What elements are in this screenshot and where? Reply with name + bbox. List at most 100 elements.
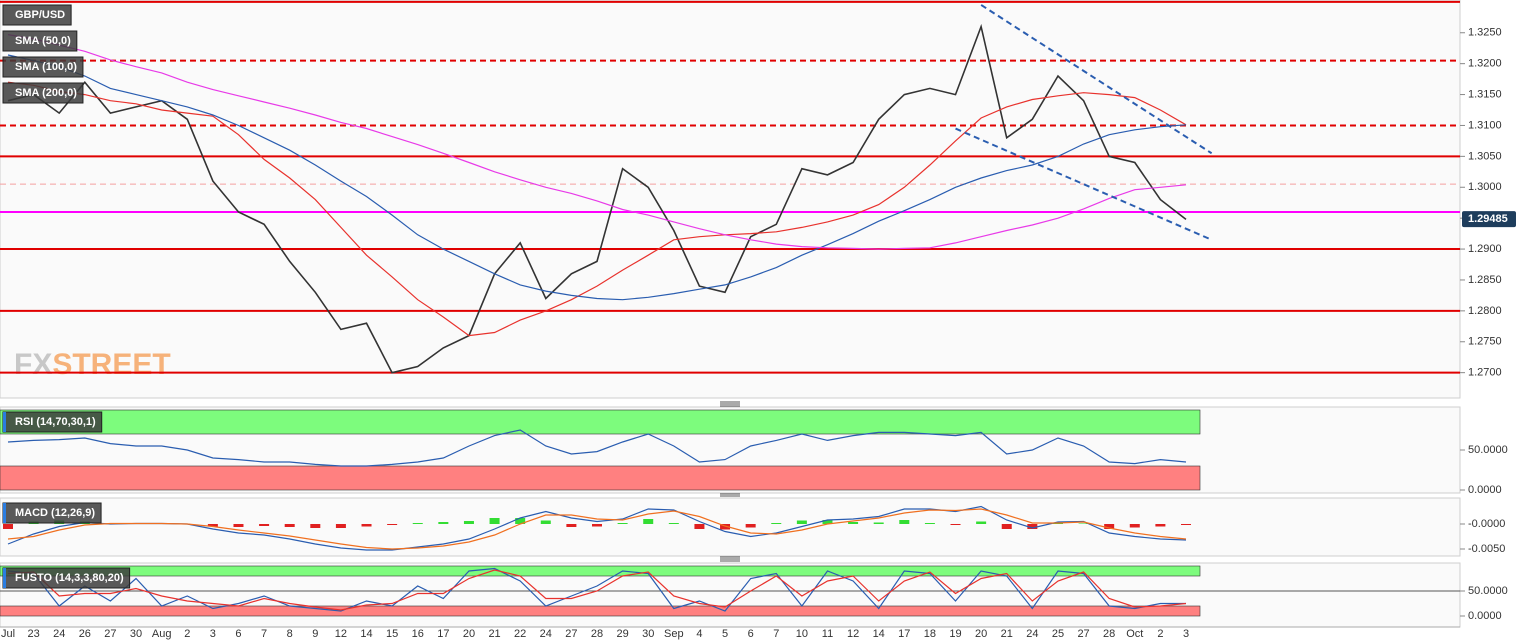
histogram-bar <box>463 521 474 524</box>
x-tick-label: 20 <box>463 628 475 640</box>
x-tick-label: 27 <box>104 628 116 640</box>
y-tick-label: 50.0000 <box>1468 585 1508 597</box>
legend-label: FUSTO (14,3,3,80,20) <box>15 572 124 584</box>
histogram-bar <box>387 524 398 525</box>
series-line <box>7 54 1187 301</box>
y-tick-label: 1.3250 <box>1468 27 1502 39</box>
series-line <box>7 23 1187 374</box>
x-tick-label: 12 <box>335 628 347 640</box>
x-tick-label: Aug <box>152 628 172 640</box>
histogram-bar <box>592 524 602 527</box>
histogram-bar <box>3 524 13 529</box>
legend-box <box>2 82 84 104</box>
trendline <box>980 4 1213 155</box>
y-tick-label: 1.3150 <box>1468 88 1502 100</box>
x-tick-label: 23 <box>27 628 39 640</box>
y-tick-label: 0.0000 <box>1468 484 1502 496</box>
histogram-bar <box>720 524 731 530</box>
histogram-bar <box>1027 524 1038 529</box>
x-tick-label: 29 <box>616 628 628 640</box>
histogram-bar <box>566 524 577 527</box>
histogram-bar <box>1155 524 1166 527</box>
histogram-bar <box>259 524 270 526</box>
histogram-bar <box>848 522 859 524</box>
histogram-bar <box>233 524 244 527</box>
x-tick-label: 27 <box>1077 628 1089 640</box>
trendline <box>955 127 1213 241</box>
histogram-bar <box>1001 524 1012 529</box>
x-tick-label: 16 <box>412 628 424 640</box>
series-line <box>7 508 1187 550</box>
x-tick-label: 26 <box>79 628 91 640</box>
histogram-bar <box>643 519 654 524</box>
x-tick-label: 3 <box>1183 628 1189 640</box>
x-tick-label: 28 <box>1103 628 1115 640</box>
last-price-label: 1.29485 <box>1468 213 1508 225</box>
series-line <box>7 81 1187 337</box>
x-tick-label: 24 <box>53 628 65 640</box>
y-tick-label: 50.0000 <box>1468 444 1508 456</box>
histogram-bar <box>822 520 833 524</box>
y-tick-label: 1.2700 <box>1468 367 1502 379</box>
legend-box <box>2 30 78 52</box>
y-tick-label: 1.2800 <box>1468 305 1502 317</box>
legend-label: SMA (200,0) <box>15 87 77 99</box>
watermark: FXSTREET <box>14 348 171 381</box>
histogram-bar <box>515 518 526 524</box>
histogram-bar <box>617 523 628 524</box>
series-line <box>7 34 1187 250</box>
x-tick-label: 9 <box>312 628 318 640</box>
x-tick-label: 2 <box>1157 628 1163 640</box>
histogram-bar <box>694 524 705 529</box>
x-tick-label: 15 <box>386 628 398 640</box>
y-tick-label: -0.0000 <box>1468 518 1505 530</box>
histogram-bar <box>310 524 321 528</box>
x-tick-label: 24 <box>1026 628 1038 640</box>
x-tick-label: 20 <box>975 628 987 640</box>
panel-background <box>0 0 1461 399</box>
legend-stripe <box>3 503 6 523</box>
legend-stripe <box>3 412 6 432</box>
y-tick-label: 1.3200 <box>1468 58 1502 70</box>
legend-box <box>2 4 72 26</box>
histogram-bar <box>899 520 910 524</box>
histogram-bar <box>924 523 935 524</box>
x-tick-label: 12 <box>847 628 859 640</box>
x-tick-label: Jul <box>1 628 15 640</box>
y-tick-label: 0.0000 <box>1468 610 1502 622</box>
histogram-bar <box>1129 524 1140 528</box>
y-tick-label: 1.3100 <box>1468 119 1502 131</box>
legend-label: SMA (50,0) <box>15 35 71 47</box>
x-tick-label: 3 <box>210 628 216 640</box>
y-tick-label: 1.2850 <box>1468 274 1502 286</box>
x-tick-label: 18 <box>924 628 936 640</box>
x-tick-label: 30 <box>642 628 654 640</box>
series-line <box>7 569 1187 611</box>
histogram-bar <box>950 524 961 525</box>
x-tick-label: 17 <box>437 628 449 640</box>
y-tick-label: 1.3050 <box>1468 150 1502 162</box>
histogram-bar <box>335 524 346 528</box>
histogram-bar <box>1104 524 1115 529</box>
legend-stripe <box>3 568 6 588</box>
x-tick-label: 30 <box>130 628 142 640</box>
legend-label: GBP/USD <box>15 9 65 21</box>
x-tick-label: Oct <box>1126 628 1143 640</box>
legend-label: MACD (12,26,9) <box>15 507 95 519</box>
watermark-part: STREET <box>52 348 170 381</box>
x-tick-label: 6 <box>235 628 241 640</box>
histogram-bar <box>284 524 295 527</box>
x-tick-label: 10 <box>796 628 808 640</box>
x-tick-label: 21 <box>488 628 500 640</box>
histogram-bar <box>1181 524 1191 525</box>
histogram-bar <box>668 523 679 524</box>
x-tick-label: 14 <box>873 628 885 640</box>
histogram-bar <box>873 522 884 524</box>
histogram-bar <box>976 521 987 524</box>
x-tick-label: 17 <box>898 628 910 640</box>
band <box>0 409 1201 435</box>
x-tick-label: 7 <box>773 628 779 640</box>
series-line <box>7 567 1186 612</box>
band <box>0 465 1201 491</box>
